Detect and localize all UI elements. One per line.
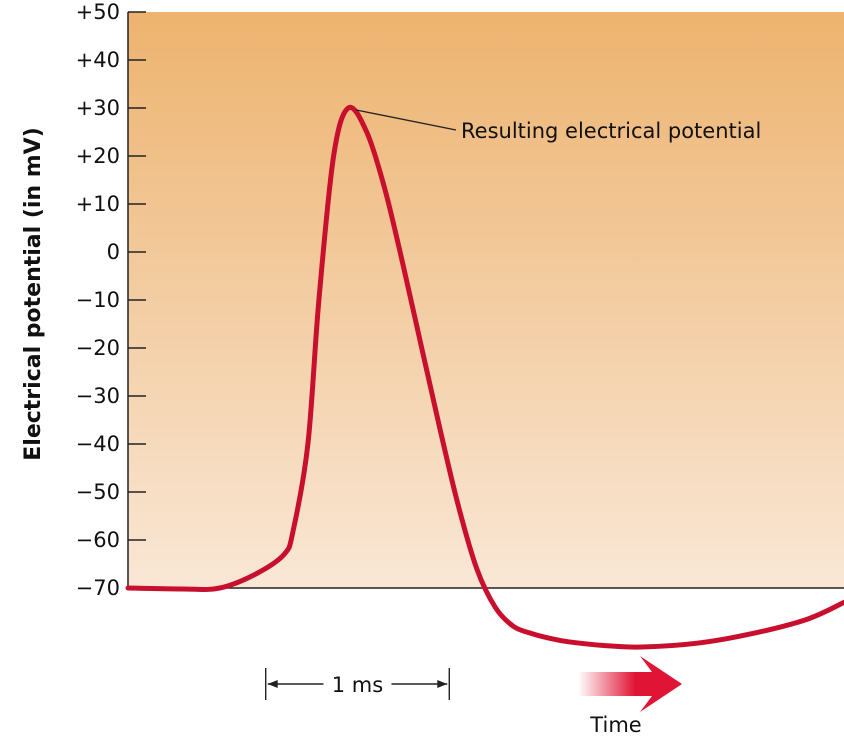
- time-arrow-icon: [578, 656, 682, 712]
- y-tick-label: −70: [76, 576, 120, 600]
- scale-bar: 1 ms: [264, 668, 450, 700]
- y-tick-label: −60: [76, 528, 120, 552]
- y-axis: +50 +40 +30 +20 +10 0 −10 −20 −30 −40 −50 −60 −70: [76, 0, 146, 600]
- y-axis-title: Electrical potential (in mV): [21, 127, 46, 461]
- y-tick-label: 0: [107, 240, 120, 264]
- y-tick-label: +30: [76, 96, 120, 120]
- y-tick-label: +10: [76, 192, 120, 216]
- y-tick-label: −50: [76, 480, 120, 504]
- annotation-label: Resulting electrical potential: [461, 119, 761, 143]
- y-tick-label: −20: [76, 336, 120, 360]
- plot-background: [128, 12, 844, 588]
- x-axis-title: Time: [589, 713, 641, 737]
- annotation-leader: [356, 109, 457, 131]
- y-tick-label: −30: [76, 384, 120, 408]
- scale-bar-label: 1 ms: [332, 673, 383, 697]
- y-tick-label: +40: [76, 48, 120, 72]
- y-tick-label: +20: [76, 144, 120, 168]
- potential-line: [125, 104, 844, 650]
- y-tick-label: −10: [76, 288, 120, 312]
- scale-bar-arrowhead-left: [267, 680, 278, 688]
- y-tick-label: −40: [76, 432, 120, 456]
- y-tick-label: +50: [76, 0, 120, 24]
- scale-bar-arrowhead-right: [437, 680, 448, 688]
